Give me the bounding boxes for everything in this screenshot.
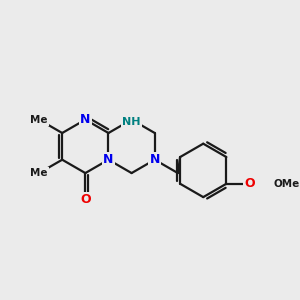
Text: N: N bbox=[103, 153, 114, 166]
Text: Me: Me bbox=[30, 168, 48, 178]
Text: N: N bbox=[149, 153, 160, 166]
Text: N: N bbox=[80, 113, 91, 126]
Text: OMe: OMe bbox=[273, 179, 299, 189]
Text: O: O bbox=[244, 177, 255, 190]
Text: O: O bbox=[80, 193, 91, 206]
Text: NH: NH bbox=[122, 117, 141, 127]
Text: Me: Me bbox=[30, 115, 48, 124]
